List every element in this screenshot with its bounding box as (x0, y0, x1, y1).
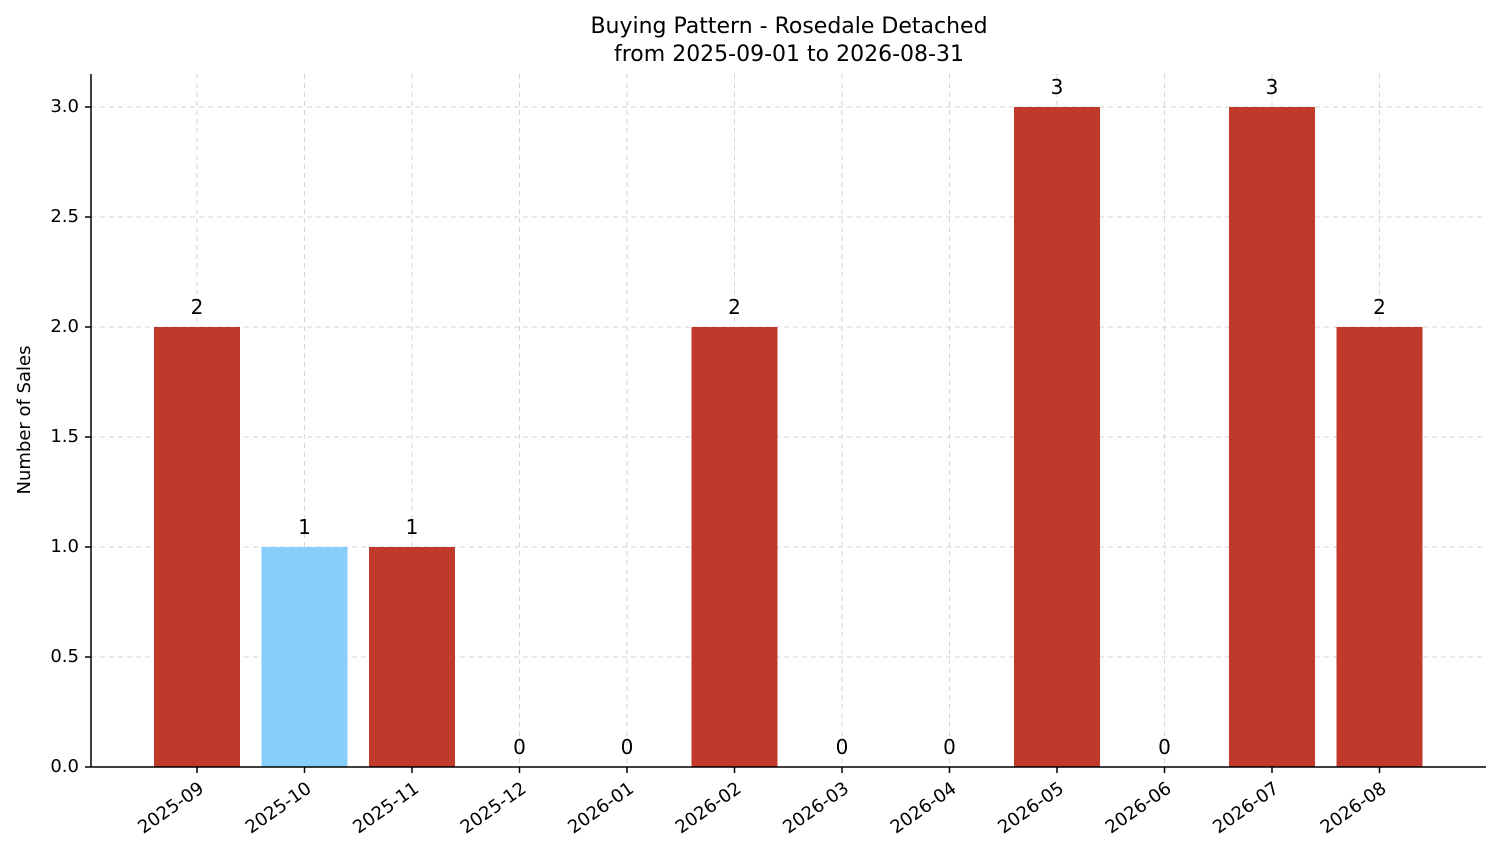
x-tick-label: 2025-10 (242, 778, 316, 838)
bar (369, 547, 455, 767)
y-axis-label: Number of Sales (14, 345, 35, 494)
x-tick-label: 2025-11 (349, 778, 423, 838)
bar (154, 327, 240, 767)
bar-value-label: 2 (728, 295, 741, 319)
y-tick-label: 0.5 (50, 646, 79, 667)
x-tick-label: 2026-06 (1102, 778, 1176, 838)
x-tick-label: 2026-01 (564, 778, 638, 838)
y-tick-label: 2.5 (50, 206, 79, 227)
bar (1336, 327, 1423, 767)
y-tick-label: 1.5 (50, 426, 79, 447)
chart-title: Buying Pattern - Rosedale Detached (590, 14, 987, 39)
x-tick-label: 2026-07 (1209, 778, 1283, 838)
bars (154, 107, 1423, 767)
bar (1014, 107, 1100, 767)
x-tick-label: 2026-03 (779, 778, 853, 838)
bar-value-label: 1 (406, 515, 419, 539)
bar-value-label: 3 (1266, 75, 1279, 99)
chart-subtitle: from 2025-09-01 to 2026-08-31 (614, 42, 964, 67)
bar-value-labels: 2 1 1 0 0 2 0 0 3 0 3 2 (191, 75, 1386, 759)
y-tick-label: 0.0 (50, 756, 79, 777)
bar-value-label: 1 (298, 515, 311, 539)
y-tick-label: 2.0 (50, 316, 79, 337)
bar-value-label: 0 (836, 735, 849, 759)
bar-value-label: 0 (621, 735, 634, 759)
bar (1229, 107, 1315, 767)
bar-value-label: 2 (1373, 295, 1386, 319)
bar (261, 547, 348, 767)
x-tick-label: 2025-09 (134, 778, 208, 838)
bar (691, 327, 778, 767)
bar-value-label: 0 (943, 735, 956, 759)
x-tick-label: 2026-08 (1317, 778, 1391, 838)
x-tick-label: 2026-05 (994, 778, 1068, 838)
y-tick-label: 1.0 (50, 536, 79, 557)
y-tick-label: 3.0 (50, 96, 79, 117)
bar-value-label: 0 (513, 735, 526, 759)
x-tick-label: 2025-12 (457, 778, 531, 838)
bar-value-label: 3 (1051, 75, 1064, 99)
x-tick-label: 2026-04 (887, 778, 961, 838)
bar-value-label: 0 (1158, 735, 1171, 759)
x-tick-label: 2026-02 (672, 778, 746, 838)
bar-value-label: 2 (191, 295, 204, 319)
